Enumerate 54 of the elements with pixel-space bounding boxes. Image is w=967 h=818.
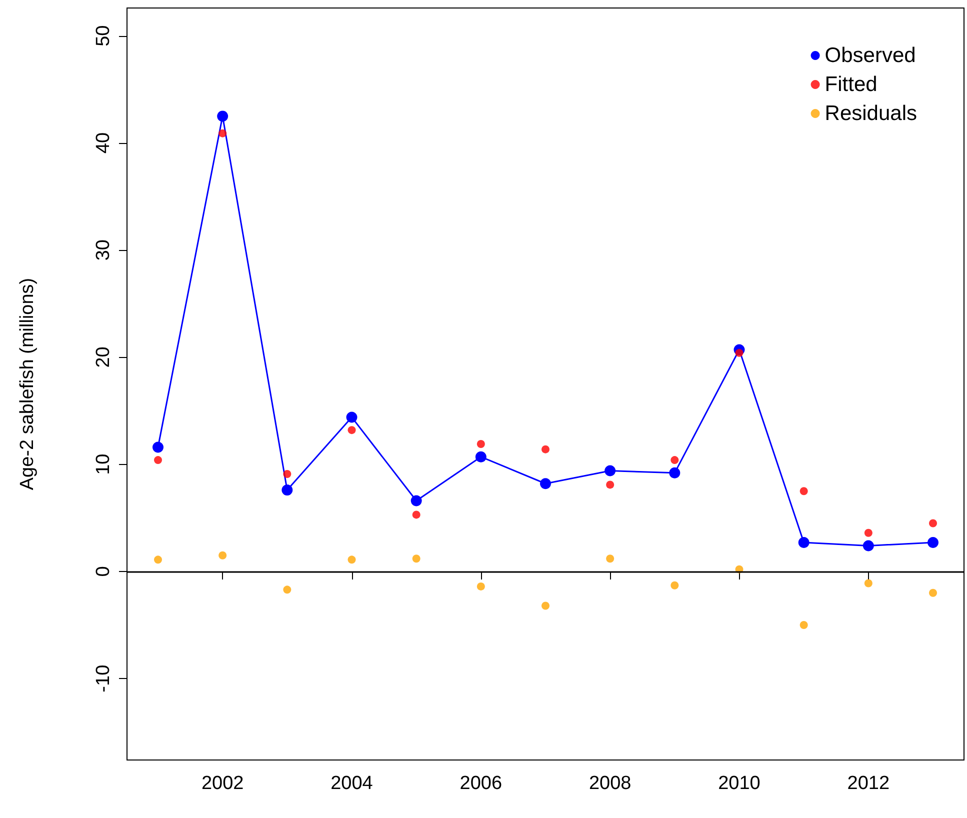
point bbox=[154, 556, 162, 564]
legend-label: Residuals bbox=[824, 102, 918, 125]
point bbox=[218, 129, 227, 138]
y-tick-label: 40 bbox=[93, 132, 114, 154]
point bbox=[800, 621, 808, 630]
legend-label: Observed bbox=[824, 44, 916, 67]
point bbox=[542, 445, 550, 454]
x-tick-label: 2008 bbox=[588, 773, 632, 794]
point bbox=[670, 581, 679, 590]
point bbox=[735, 348, 744, 357]
point bbox=[606, 480, 614, 489]
point bbox=[348, 426, 356, 434]
x-tick-label: 2004 bbox=[330, 773, 374, 794]
x-tick-label: 2002 bbox=[201, 773, 244, 794]
point bbox=[542, 602, 550, 610]
y-tick-label: 50 bbox=[93, 25, 114, 46]
point bbox=[540, 478, 551, 490]
x-tick-label: 2006 bbox=[460, 773, 502, 794]
point bbox=[282, 484, 293, 496]
point bbox=[412, 554, 420, 563]
point bbox=[606, 554, 614, 563]
point bbox=[670, 456, 679, 464]
point bbox=[862, 540, 874, 552]
point bbox=[348, 556, 356, 564]
point bbox=[798, 537, 810, 548]
point bbox=[928, 537, 938, 548]
point bbox=[475, 451, 486, 462]
point bbox=[283, 470, 292, 478]
point bbox=[283, 586, 292, 594]
point bbox=[929, 588, 937, 597]
point bbox=[929, 519, 937, 528]
y-tick-label: -10 bbox=[93, 664, 114, 692]
point bbox=[410, 495, 422, 506]
point bbox=[864, 579, 872, 588]
point bbox=[800, 487, 808, 496]
point bbox=[864, 528, 872, 537]
y-tick-label: 20 bbox=[93, 346, 114, 368]
point bbox=[218, 551, 227, 560]
legend-label: Fitted bbox=[824, 73, 878, 96]
point bbox=[152, 442, 164, 453]
point bbox=[154, 456, 162, 464]
y-tick-label: 10 bbox=[93, 454, 114, 475]
y-axis-title: Age-2 sablefish (millions) bbox=[17, 278, 38, 490]
x-tick-label: 2010 bbox=[718, 773, 760, 794]
x-tick-label: 2012 bbox=[847, 773, 890, 794]
point bbox=[476, 440, 485, 448]
point bbox=[346, 412, 358, 423]
y-tick-label: 30 bbox=[93, 240, 114, 261]
point bbox=[217, 110, 228, 122]
point bbox=[412, 510, 420, 519]
y-tick-label: 0 bbox=[93, 566, 114, 577]
point bbox=[669, 467, 680, 478]
point bbox=[604, 465, 616, 476]
point bbox=[476, 582, 485, 590]
